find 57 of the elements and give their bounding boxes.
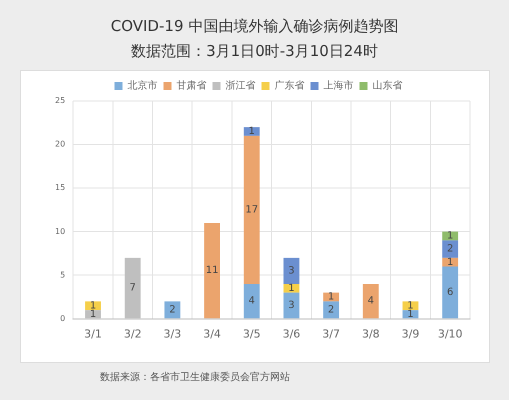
data-label: 7	[130, 282, 136, 294]
legend-label: 上海市	[324, 80, 354, 92]
x-tick-label: 3/8	[362, 327, 380, 340]
bar	[402, 310, 418, 318]
data-label: 2	[328, 304, 334, 316]
data-label: 1	[248, 126, 255, 138]
bar	[204, 222, 220, 318]
data-label: 11	[206, 265, 218, 276]
y-tick-label: 10	[54, 226, 66, 236]
legend-label: 山东省	[372, 80, 402, 92]
bar	[244, 284, 260, 318]
data-label: 1	[407, 308, 414, 320]
bar	[442, 266, 458, 318]
data-label: 17	[245, 204, 258, 216]
x-tick-label: 3/10	[438, 327, 463, 340]
x-tick-label: 3/3	[164, 327, 182, 340]
x-tick-label: 3/4	[203, 327, 221, 340]
x-tick-label: 3/1	[84, 327, 102, 340]
bar	[164, 301, 180, 318]
data-label: 2	[169, 304, 176, 316]
data-label: 1	[328, 292, 334, 303]
bar	[244, 127, 260, 136]
legend-label: 甘肃省	[176, 80, 206, 92]
source-note: 数据来源：各省市卫生健康委员会官方网站	[100, 371, 290, 385]
x-tick-label: 3/5	[242, 327, 261, 340]
bar	[442, 240, 458, 258]
legend-label: 广东省	[274, 80, 304, 92]
y-tick-label: 15	[54, 183, 66, 192]
legend-label: 浙江省	[226, 80, 256, 92]
y-tick-label: 25	[54, 96, 66, 106]
bar	[283, 292, 300, 318]
data-label: 1	[446, 256, 454, 268]
y-tick-label: 20	[54, 140, 66, 149]
data-label: 3	[288, 300, 295, 312]
x-tick-label: 3/9	[402, 327, 420, 340]
bar	[244, 136, 260, 284]
x-tick-label: 3/6	[282, 327, 300, 340]
bar	[323, 292, 340, 302]
chart-subtitle: 数据范围：3月1日0时-3月10日24时	[130, 41, 379, 61]
chart-title: COVID-19 中国由境外输入确诊病例趋势图	[110, 16, 400, 36]
x-tick-label: 3/2	[124, 327, 142, 340]
data-label: 6	[446, 287, 454, 298]
data-label: 2	[446, 244, 454, 255]
data-label: 4	[248, 296, 255, 307]
data-label: 1	[288, 282, 295, 294]
legend-label: 北京市	[128, 80, 158, 92]
data-label: 4	[368, 296, 374, 307]
data-label: 3	[288, 265, 295, 276]
y-tick-label: 5	[60, 270, 66, 280]
bar	[283, 258, 300, 284]
y-tick-label: 0	[60, 314, 66, 323]
data-label: 1	[90, 308, 96, 320]
data-label: 1	[446, 230, 454, 242]
bar	[442, 232, 458, 240]
bar	[323, 301, 340, 318]
bar	[362, 284, 379, 318]
x-tick-label: 3/7	[322, 327, 340, 340]
